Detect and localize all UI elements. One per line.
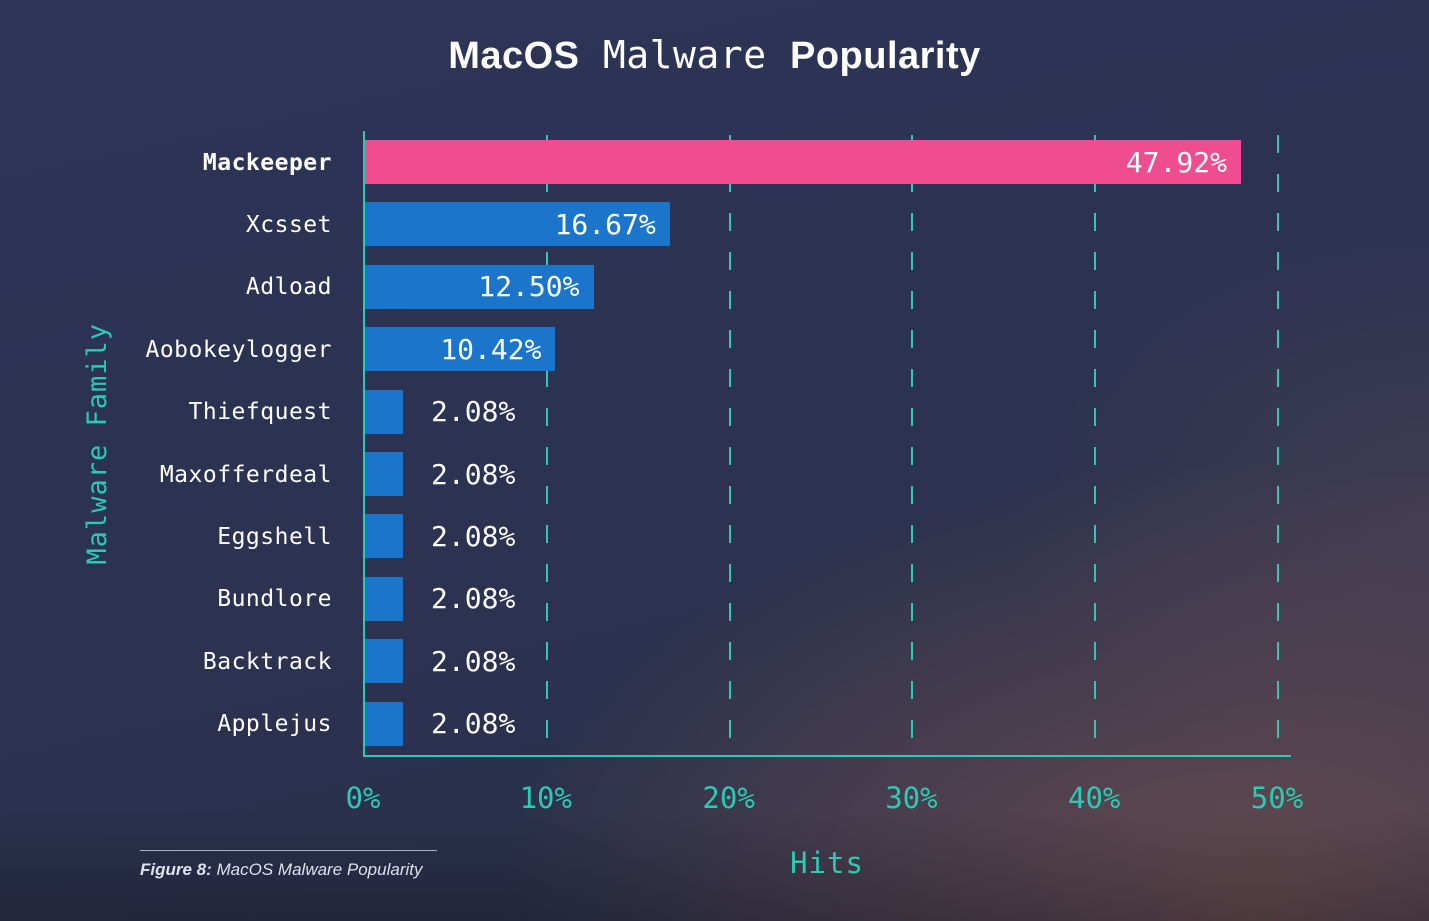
bar-value-label: 47.92% <box>1125 145 1227 179</box>
bar-row: Maxofferdeal 2.08% <box>0 443 1429 506</box>
bar-value-label: 2.08% <box>431 395 516 429</box>
category-label: Adload <box>245 274 332 301</box>
bar-row: Adload 12.50% <box>0 256 1429 319</box>
category-label: Bundlore <box>217 586 332 613</box>
bar <box>365 576 404 621</box>
x-tick-label: 10% <box>519 781 572 815</box>
chart-title: MacOS Malware Popularity <box>0 33 1429 79</box>
bar-value-label: 2.08% <box>431 582 516 616</box>
x-tick-label: 50% <box>1250 781 1304 815</box>
bar-row: Backtrack 2.08% <box>0 630 1429 693</box>
x-axis-ticks: 0% 10% 20% 30% 40% 50% <box>0 781 1429 817</box>
category-label: Thiefquest <box>188 399 332 426</box>
x-axis-title: Hits <box>790 846 864 880</box>
bar-value-label: 2.08% <box>431 519 516 553</box>
gridline-50 <box>1277 135 1279 755</box>
bar-row: Mackeeper 47.92% <box>0 131 1429 194</box>
y-axis-title: Malware Family <box>62 131 132 757</box>
gridline-20 <box>728 135 731 755</box>
bar-value-label: 2.08% <box>431 457 516 491</box>
figure-caption-text: MacOS Malware Popularity <box>211 860 423 879</box>
y-axis-title-text: Malware Family <box>81 323 113 565</box>
category-label: Aobokeylogger <box>145 336 332 363</box>
bar-row: Eggshell 2.08% <box>0 505 1429 568</box>
bar <box>365 452 404 496</box>
category-label: Eggshell <box>217 523 332 550</box>
bar-row: Applejus 2.08% <box>0 693 1429 756</box>
bar-value-label: 12.50% <box>478 270 580 304</box>
bar-row: Thiefquest 2.08% <box>0 381 1429 444</box>
bar <box>365 327 556 372</box>
bar-value-label: 2.08% <box>431 644 516 678</box>
bar <box>365 140 1241 184</box>
category-label: Backtrack <box>202 648 332 675</box>
bar-value-label: 2.08% <box>431 707 516 741</box>
bar-row: Bundlore 2.08% <box>0 568 1429 631</box>
x-tick-label: 20% <box>702 781 755 815</box>
x-tick-label: 40% <box>1067 781 1121 815</box>
bar-value-label: 16.67% <box>554 207 656 241</box>
gridline-40 <box>1094 135 1097 755</box>
bar-chart: Mackeeper 47.92% Xcsset 16.67% Adload 12.50% A… <box>0 131 1429 757</box>
bar <box>365 389 404 434</box>
category-label: Xcsset <box>245 211 332 238</box>
chart-title-part2-text: Malware <box>602 33 767 77</box>
bar <box>365 514 404 559</box>
gridline-10 <box>545 135 548 755</box>
figure-caption: Figure 8: MacOS Malware Popularity <box>140 850 437 880</box>
x-tick-label: 30% <box>885 781 938 815</box>
chart-title-part3: Popularity <box>789 35 981 77</box>
category-label: Maxofferdeal <box>159 461 332 488</box>
category-label: Applejus <box>217 711 332 738</box>
bar <box>365 264 594 309</box>
plot-area <box>363 131 1291 757</box>
bar-row: Xcsset 16.67% <box>0 193 1429 256</box>
bar-value-label: 10.42% <box>440 332 542 366</box>
gridline-30 <box>911 135 914 755</box>
bar <box>365 701 404 746</box>
bar <box>365 202 670 247</box>
bar-row: Aobokeylogger 10.42% <box>0 318 1429 381</box>
figure-caption-label: Figure 8: <box>140 860 212 879</box>
x-tick-label: 0% <box>345 781 381 815</box>
chart-title-part1: MacOS <box>448 35 580 77</box>
category-label: Mackeeper <box>202 149 332 176</box>
bar <box>365 639 404 684</box>
